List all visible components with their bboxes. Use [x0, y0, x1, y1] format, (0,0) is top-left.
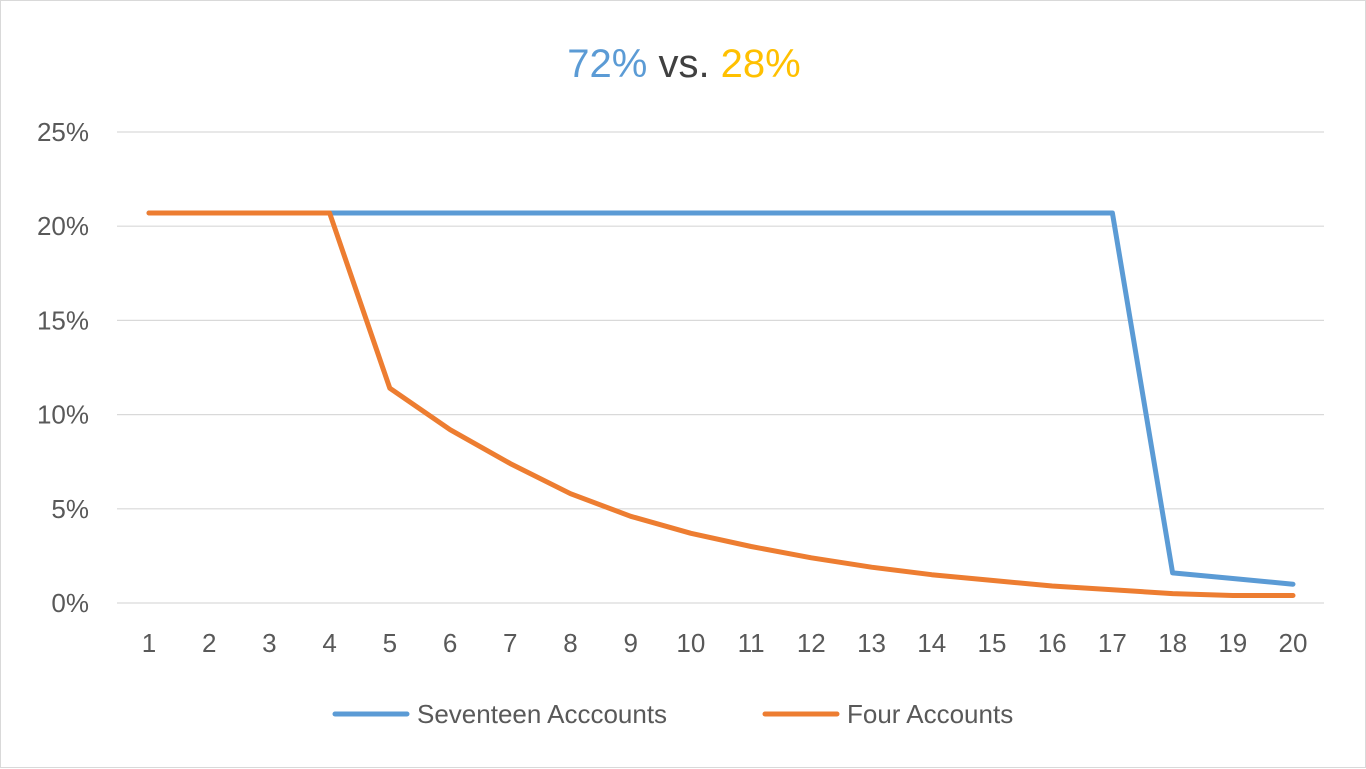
x-tick-label: 3 — [262, 628, 276, 658]
title-left-value: 72% — [567, 42, 647, 86]
title-vs: vs. — [647, 42, 720, 86]
x-tick-label: 5 — [383, 628, 397, 658]
legend: Seventeen Acccounts Four Accounts — [332, 699, 1013, 729]
series-lines — [146, 210, 1296, 598]
legend-label-1: Seventeen Acccounts — [417, 699, 667, 729]
x-tick-label: 11 — [738, 628, 765, 658]
x-tick-label: 15 — [977, 628, 1006, 658]
x-tick-label: 10 — [676, 628, 705, 658]
x-tick-label: 13 — [857, 628, 886, 658]
x-tick-label: 18 — [1158, 628, 1187, 658]
chart-title: 72% vs. 28% — [567, 42, 800, 86]
x-tick-label: 9 — [623, 628, 637, 658]
x-tick-label: 8 — [563, 628, 577, 658]
y-tick-label: 10% — [37, 400, 89, 430]
y-axis-ticks: 0% 5% 10% 15% 20% 25% — [37, 117, 89, 618]
x-tick-label: 2 — [202, 628, 216, 658]
series-line-2 — [146, 210, 1296, 598]
x-tick-label: 16 — [1038, 628, 1067, 658]
series-line-1 — [146, 210, 1296, 587]
x-tick-label: 1 — [142, 628, 156, 658]
x-tick-label: 20 — [1279, 628, 1308, 658]
y-tick-label: 25% — [37, 117, 89, 147]
legend-label-2: Four Accounts — [847, 699, 1013, 729]
y-tick-label: 15% — [37, 305, 89, 335]
x-tick-label: 14 — [917, 628, 946, 658]
x-tick-label: 6 — [443, 628, 457, 658]
x-tick-label: 4 — [322, 628, 336, 658]
y-tick-label: 5% — [51, 494, 89, 524]
y-tick-label: 20% — [37, 211, 89, 241]
x-tick-label: 19 — [1218, 628, 1247, 658]
title-right-value: 28% — [721, 42, 801, 86]
y-tick-label: 0% — [51, 588, 89, 618]
x-tick-label: 17 — [1098, 628, 1127, 658]
x-tick-label: 7 — [503, 628, 517, 658]
x-axis-ticks: 1 2 3 4 5 6 7 8 9 10 11 12 13 14 15 16 17 18 19 20 — [142, 628, 1308, 658]
gridlines — [117, 131, 1324, 604]
x-tick-label: 12 — [797, 628, 826, 658]
